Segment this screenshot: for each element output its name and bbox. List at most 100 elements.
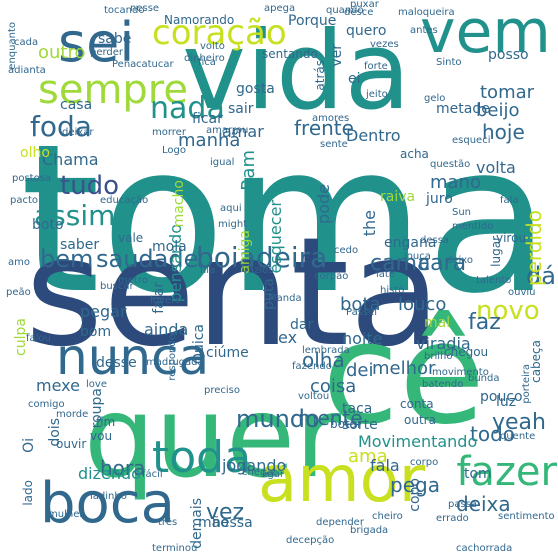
cloud-word: chegou bbox=[444, 345, 489, 359]
cloud-word: outro bbox=[38, 42, 86, 63]
cloud-word: mentido bbox=[452, 221, 494, 232]
cloud-word: aqui bbox=[220, 203, 242, 214]
cloud-word: beijo bbox=[476, 100, 520, 121]
cloud-word: morde bbox=[56, 409, 89, 420]
cloud-word: fazendo bbox=[292, 361, 332, 372]
cloud-word: acha bbox=[400, 147, 429, 161]
cloud-word: amar bbox=[222, 122, 264, 141]
cloud-word: mão bbox=[198, 515, 229, 531]
cloud-word: frente bbox=[294, 116, 354, 140]
cloud-word: pacto bbox=[10, 195, 39, 206]
cloud-word: dá bbox=[526, 262, 556, 290]
cloud-word: louco bbox=[398, 294, 447, 315]
cloud-word: tocando bbox=[104, 5, 145, 16]
cloud-word: amores bbox=[312, 113, 350, 124]
cloud-word: mulher bbox=[48, 509, 84, 520]
cloud-word: amarrou bbox=[206, 125, 249, 136]
cloud-word: tudo bbox=[60, 171, 120, 201]
cloud-word: saudade bbox=[96, 245, 199, 273]
cloud-word: novo bbox=[476, 296, 540, 326]
cloud-word: Porque bbox=[288, 13, 337, 29]
cloud-word: perder bbox=[90, 47, 124, 58]
cloud-word: bota bbox=[340, 294, 381, 315]
cloud-word: gelo bbox=[424, 93, 446, 104]
cloud-word: morrer bbox=[152, 127, 186, 138]
cloud-word: igual bbox=[210, 157, 235, 168]
cloud-word: boto bbox=[32, 217, 64, 233]
cloud-word: coração bbox=[152, 13, 287, 53]
cloud-word: brigada bbox=[350, 525, 389, 536]
cloud-word: luz bbox=[496, 394, 517, 410]
cloud-word: Ram bbox=[238, 150, 259, 191]
cloud-word: ouviu bbox=[508, 287, 536, 298]
cloud-word: fila bbox=[200, 265, 216, 276]
cloud-word: preciso bbox=[204, 385, 240, 396]
cloud-word: corpo bbox=[410, 457, 439, 468]
cloud-word: Passei bbox=[346, 307, 378, 318]
cloud-word: manhã bbox=[178, 130, 241, 151]
cloud-word: toda bbox=[152, 432, 252, 483]
cloud-word: ciúme bbox=[206, 345, 249, 361]
cloud-word: mente bbox=[298, 406, 363, 430]
cloud-word: ladinho bbox=[90, 491, 127, 502]
cloud-word: cheiro bbox=[372, 511, 403, 522]
cloud-word: pega bbox=[390, 473, 440, 497]
cloud-word: cedo bbox=[334, 245, 359, 256]
cloud-word: copo bbox=[407, 478, 423, 512]
cloud-word: hoje bbox=[482, 120, 525, 144]
cloud-word: falou bbox=[26, 333, 51, 344]
cloud-word: vem bbox=[420, 0, 551, 67]
cloud-word: boca bbox=[40, 471, 175, 536]
cloud-word: dois bbox=[47, 418, 63, 447]
cloud-word: mundo bbox=[236, 405, 320, 433]
cloud-word: forte bbox=[364, 61, 388, 72]
cloud-word: raiva bbox=[380, 189, 416, 205]
cloud-word: questão bbox=[430, 159, 471, 170]
cloud-word: desse bbox=[96, 355, 137, 371]
cloud-word: conta bbox=[400, 397, 434, 411]
cloud-word: mal bbox=[424, 315, 451, 331]
cloud-word: volta bbox=[476, 158, 516, 177]
cloud-word: amor bbox=[258, 443, 426, 517]
cloud-word: engana bbox=[384, 235, 437, 251]
cloud-word: Dentro bbox=[346, 126, 401, 145]
cloud-word: macho bbox=[171, 180, 187, 228]
cloud-word: catucar bbox=[136, 59, 174, 70]
cloud-word: sair bbox=[228, 101, 254, 117]
cloud-word: volto bbox=[200, 41, 225, 52]
cloud-word: boiadeira bbox=[196, 241, 328, 274]
cloud-word: olho bbox=[20, 145, 50, 161]
cloud-word: love bbox=[86, 379, 107, 390]
cloud-word: outra bbox=[404, 413, 436, 427]
cloud-word: Pena bbox=[112, 59, 137, 70]
cloud-word: postosa bbox=[12, 173, 52, 184]
cloud-word: senta bbox=[25, 206, 442, 380]
cloud-word: adianta bbox=[8, 65, 46, 76]
cloud-word: deixa bbox=[456, 492, 511, 516]
cloud-word: viradia bbox=[416, 334, 471, 353]
cloud-word: cada bbox=[14, 37, 39, 48]
cloud-word: brilho bbox=[424, 351, 453, 362]
cloud-word: sentimento bbox=[498, 511, 555, 522]
cloud-word: faz bbox=[468, 310, 501, 335]
cloud-word: the bbox=[360, 210, 379, 237]
cloud-word: fim bbox=[96, 415, 116, 429]
cloud-word: fazer bbox=[456, 449, 557, 495]
cloud-word: nada bbox=[150, 91, 225, 126]
cloud-word: fácil bbox=[142, 469, 163, 480]
cloud-word: gosta bbox=[236, 81, 275, 97]
cloud-word: hora bbox=[100, 456, 146, 480]
cloud-word: pensando bbox=[166, 224, 185, 303]
cloud-word: cama bbox=[370, 251, 431, 276]
cloud-word: ouvir bbox=[56, 437, 87, 451]
cloud-word: quente bbox=[500, 431, 536, 442]
cloud-word: movimento bbox=[432, 367, 489, 378]
cloud-word: mola bbox=[152, 239, 187, 255]
cloud-word: bunda bbox=[468, 373, 500, 384]
cloud-word: mano bbox=[430, 172, 481, 193]
cloud-word: deixo bbox=[446, 255, 474, 266]
cloud-word: vida bbox=[182, 9, 411, 134]
cloud-word: late bbox=[376, 269, 395, 280]
cloud-word: nesse bbox=[130, 3, 160, 14]
